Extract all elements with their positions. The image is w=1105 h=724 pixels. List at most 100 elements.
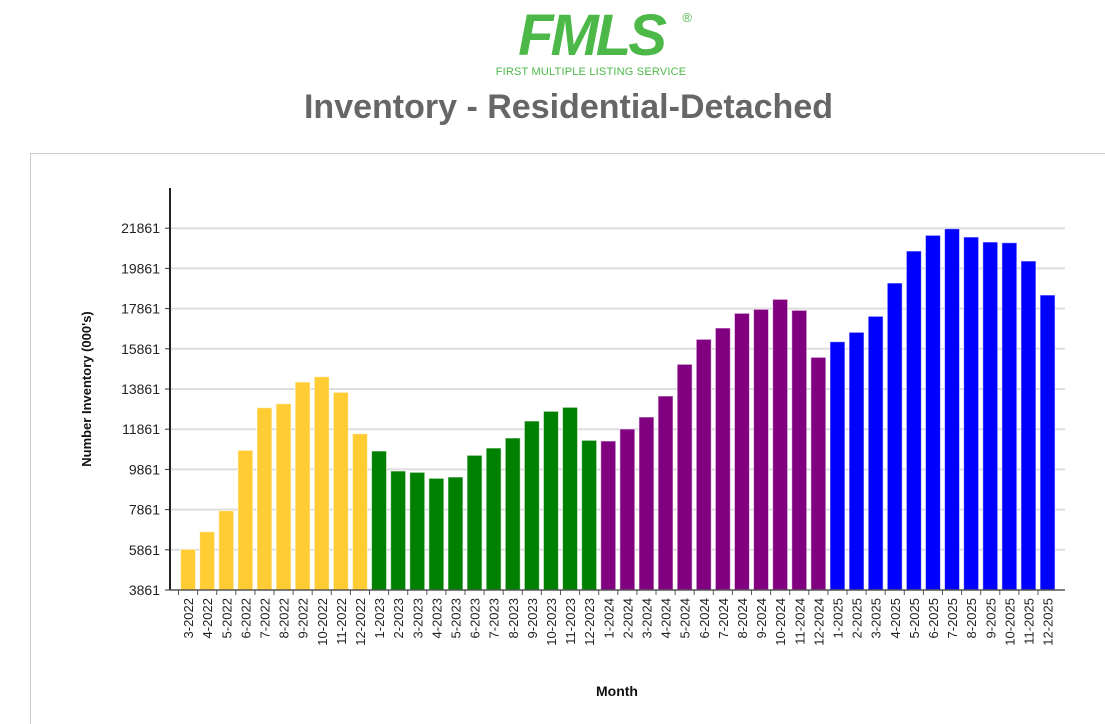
y-tick-label: 9861 [129, 461, 160, 477]
logo-text: FMLS [518, 3, 667, 68]
bar-11-2025 [1020, 260, 1037, 591]
x-tick-label: 3-2025 [869, 598, 884, 638]
x-tick-label: 2-2024 [620, 598, 635, 638]
y-tick-label: 19861 [121, 260, 160, 276]
y-tick-label: 7861 [129, 502, 160, 518]
bar-4-2024 [657, 395, 674, 591]
y-tick-label: 11861 [122, 421, 160, 437]
bar-10-2023 [542, 410, 559, 591]
bar-7-2022 [256, 407, 273, 591]
x-tick-label: 12-2024 [811, 598, 826, 646]
bar-3-2023 [409, 471, 426, 591]
bar-10-2022 [313, 376, 330, 591]
bar-5-2024 [676, 363, 693, 591]
x-tick-label: 8-2023 [506, 598, 521, 638]
bar-8-2024 [733, 312, 750, 591]
y-tick-label: 3861 [129, 582, 160, 598]
bar-6-2025 [924, 234, 941, 591]
x-tick-label: 7-2025 [945, 598, 960, 638]
x-tick-label: 3-2022 [181, 598, 196, 638]
bar-9-2025 [982, 241, 999, 591]
bar-3-2022 [180, 548, 197, 591]
x-tick-label: 2-2023 [391, 598, 406, 638]
x-tick-label: 11-2024 [792, 598, 807, 645]
bar-1-2023 [371, 450, 388, 591]
x-tick-label: 5-2023 [448, 598, 463, 638]
x-tick-label: 6-2025 [926, 598, 941, 638]
x-tick-label: 11-2022 [334, 598, 349, 645]
x-tick-label: 8-2024 [735, 598, 750, 638]
bar-12-2023 [581, 439, 598, 591]
bar-12-2024 [810, 356, 827, 591]
x-tick-label: 5-2025 [907, 598, 922, 638]
bar-4-2025 [886, 282, 903, 591]
bar-9-2022 [294, 381, 311, 591]
bar-11-2024 [791, 309, 808, 591]
x-tick-label: 2-2025 [850, 598, 865, 638]
x-tick-label: 1-2023 [372, 598, 387, 638]
x-tick-label: 4-2022 [200, 598, 215, 638]
bar-2-2023 [390, 470, 407, 591]
x-tick-label: 7-2023 [487, 598, 502, 638]
logo-subtitle: FIRST MULTIPLE LISTING SERVICE [495, 66, 687, 78]
bar-5-2022 [218, 510, 235, 591]
bar-6-2024 [695, 338, 712, 591]
x-tick-label: 9-2023 [525, 598, 540, 638]
bar-7-2025 [944, 228, 961, 591]
bar-4-2023 [428, 477, 445, 591]
x-tick-label: 9-2024 [754, 598, 769, 638]
bar-3-2025 [867, 315, 884, 591]
bar-8-2023 [504, 437, 521, 591]
y-tick-label: 13861 [121, 381, 160, 397]
x-tick-label: 4-2025 [888, 598, 903, 638]
bar-9-2023 [523, 420, 540, 591]
bar-6-2023 [466, 454, 483, 591]
bar-10-2025 [1001, 242, 1018, 591]
bar-10-2024 [772, 298, 789, 591]
x-tick-label: 9-2022 [296, 598, 311, 638]
x-tick-label: 4-2023 [429, 598, 444, 638]
bar-8-2025 [963, 236, 980, 591]
bar-11-2023 [562, 406, 579, 591]
x-tick-label: 10-2023 [544, 598, 559, 646]
x-tick-label: 7-2022 [257, 598, 272, 638]
x-tick-label: 8-2025 [964, 598, 979, 638]
x-tick-label: 7-2024 [716, 598, 731, 638]
x-tick-label: 6-2024 [697, 598, 712, 638]
bar-1-2024 [600, 440, 617, 591]
bar-1-2025 [829, 341, 846, 591]
x-tick-label: 3-2024 [639, 598, 654, 638]
bar-7-2024 [714, 327, 731, 591]
x-tick-label: 11-2023 [563, 598, 578, 645]
bar-6-2022 [237, 449, 254, 591]
bar-2-2025 [848, 331, 865, 591]
x-tick-label: 11-2025 [1021, 598, 1036, 645]
x-tick-label: 4-2024 [659, 598, 674, 638]
bar-12-2025 [1039, 294, 1056, 591]
x-tick-label: 5-2022 [219, 598, 234, 638]
bar-4-2022 [199, 531, 216, 591]
bar-5-2023 [447, 476, 464, 591]
chart-card [30, 153, 1105, 724]
x-tick-label: 5-2024 [678, 598, 693, 638]
bar-8-2022 [275, 403, 292, 591]
x-tick-label: 8-2022 [277, 598, 292, 638]
x-tick-label: 3-2023 [410, 598, 425, 638]
x-tick-label: 6-2022 [238, 598, 253, 638]
x-tick-label: 9-2025 [983, 598, 998, 638]
bar-5-2025 [905, 250, 922, 591]
x-axis-label: Month [596, 683, 638, 699]
x-tick-label: 12-2025 [1041, 598, 1056, 646]
x-tick-label: 12-2022 [353, 598, 368, 646]
registered-mark: ® [682, 10, 692, 25]
bar-11-2022 [332, 391, 349, 591]
bar-12-2022 [351, 433, 368, 591]
chart-title: Inventory - Residential-Detached [303, 88, 833, 126]
x-tick-label: 10-2025 [1002, 598, 1017, 646]
y-axis-label: Number Inventory (000's) [79, 311, 94, 467]
y-tick-label: 15861 [121, 341, 160, 357]
fmls-logo: FMLS ® FIRST MULTIPLE LISTING SERVICE [486, 3, 696, 80]
y-tick-label: 21861 [121, 220, 160, 236]
bar-2-2024 [619, 428, 636, 591]
